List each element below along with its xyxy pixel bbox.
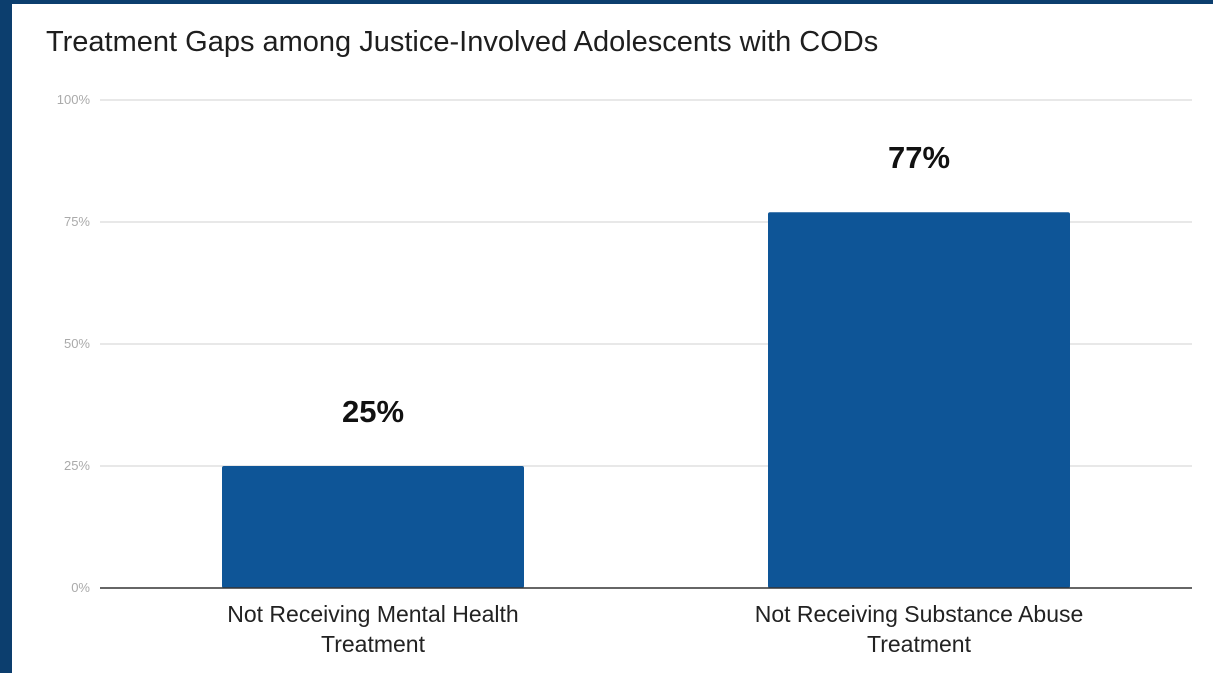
- x-tick-label: Not Receiving Mental Health: [227, 601, 518, 627]
- y-tick-label: 50%: [64, 336, 90, 351]
- data-label: 25%: [342, 394, 404, 429]
- data-label: 77%: [888, 140, 950, 175]
- y-tick-label: 0%: [71, 580, 90, 595]
- x-tick-label: Treatment: [321, 631, 426, 657]
- y-tick-label: 100%: [57, 92, 91, 107]
- y-tick-label: 75%: [64, 214, 90, 229]
- bar-chart: 0% 25% 50% 75% 100% 25% Not Receiving Mental H…: [57, 92, 1192, 657]
- bar: [768, 212, 1070, 589]
- chart-frame: Treatment Gaps among Justice-Involved Ad…: [12, 4, 1213, 673]
- x-tick-label: Treatment: [867, 631, 972, 657]
- y-tick-label: 25%: [64, 458, 90, 473]
- bar: [222, 466, 524, 588]
- chart-title: Treatment Gaps among Justice-Involved Ad…: [46, 26, 879, 58]
- x-tick-label: Not Receiving Substance Abuse: [755, 601, 1084, 627]
